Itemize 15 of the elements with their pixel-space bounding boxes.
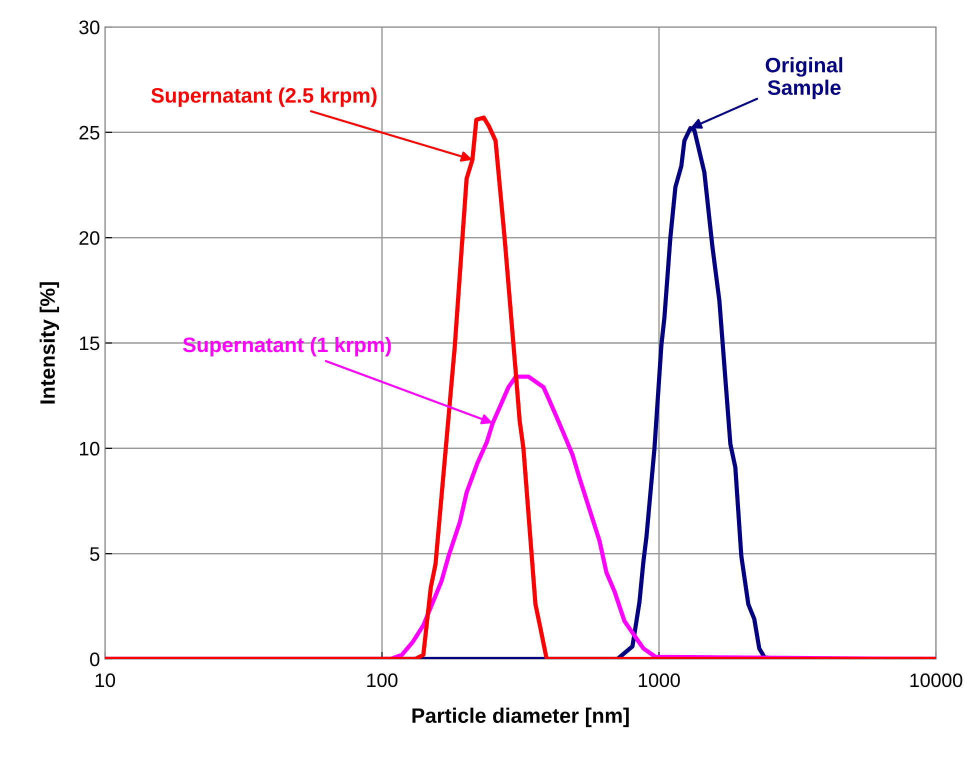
annotation: Supernatant (2.5 krpm)	[151, 88, 376, 107]
y-tick-label: 10	[80, 442, 100, 456]
x-tick-label: 100	[367, 673, 398, 688]
y-tick-label: 15	[80, 336, 100, 350]
y-axis-title: Intensity [%]	[40, 282, 60, 404]
x-axis-title: Particle diameter [nm]	[412, 708, 629, 728]
x-tick-label: 10000	[910, 673, 962, 688]
annotation: Original Sample	[766, 57, 842, 100]
x-tick-label: 1000	[638, 673, 680, 688]
y-tick-label: 20	[79, 231, 100, 245]
annotation: Supernatant (1 krpm)	[182, 336, 391, 356]
y-tick-label: 5	[90, 547, 100, 561]
y-tick-label: 0	[90, 652, 100, 666]
y-tick-label: 30	[79, 20, 100, 34]
y-tick-label: 25	[79, 126, 100, 140]
